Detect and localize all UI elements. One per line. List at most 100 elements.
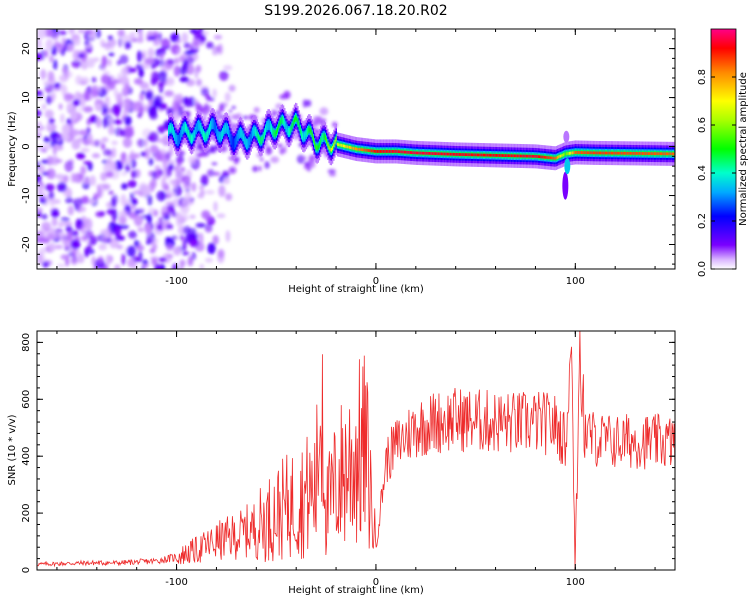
heatmap-noise-cell [176,48,181,55]
heatmap-noise-cell [172,100,179,112]
heatmap-noise-cell [199,185,205,191]
heatmap-noise-cell [77,53,86,59]
heatmap-noise-cell [137,113,142,118]
heatmap-noise-cell [224,92,231,103]
heatmap-ridge-cell [547,156,549,159]
heatmap-ridge-cell [219,135,221,140]
heatmap-ridge-cell [369,149,371,153]
heatmap-noise-cell [182,199,187,204]
heatmap-ridge-cell [401,150,403,154]
heatmap-noise-cell [39,247,46,256]
heatmap-ridge-cell [524,154,526,158]
heatmap-ridge-cell [397,150,400,154]
heatmap-noise-cell [75,249,81,256]
heatmap-ridge-cell [492,153,494,157]
heatmap-ridge-cell [168,128,170,133]
heatmap-ridge-cell [238,131,240,136]
heatmap-ridge-cell [326,139,328,143]
heatmap-noise-cell [173,166,179,171]
heatmap-noise-cell [95,103,102,112]
heatmap-ridge-cell [530,154,532,158]
heatmap-ridge-cell [448,152,450,156]
heatmap-ridge-cell [214,125,217,130]
heatmap-noise-cell [228,84,236,92]
heatmap-noise-cell [111,208,118,221]
heatmap-ridge-cell [499,154,501,157]
heatmap-ridge-cell [177,138,179,143]
heatmap-noise-cell [158,148,167,155]
heatmap-ridge-cell [231,140,233,145]
colorbar-label: Normalized spectral amplitude [738,72,749,226]
heatmap-noise-cell [105,171,114,178]
heatmap-noise-cell [260,157,264,162]
heatmap-noise-cell [150,64,156,69]
heatmap-noise-cell [179,234,185,241]
heatmap-noise-cell [70,257,78,265]
heatmap-noise-cell [53,232,63,239]
heatmap-ridge-cell [591,151,593,155]
heatmap-noise-cell [107,58,112,67]
heatmap-ridge-cell [293,118,295,123]
heatmap-ridge-cell [244,140,246,144]
heatmap-ridge-cell [659,152,662,156]
heatmap-noise-cell [133,78,144,85]
heatmap-ridge-cell [446,152,449,156]
heatmap-noise-cell [195,142,203,151]
heatmap-noise-cell [54,173,65,179]
heatmap-noise-cell [179,55,185,63]
heatmap-noise-cell [176,157,183,167]
heatmap-ridge-cell [498,154,500,157]
heatmap-noise-cell [242,115,249,120]
heatmap-noise-cell [225,230,231,243]
heatmap-noise-cell [157,125,166,134]
heatmap-ridge-cell [412,151,414,155]
heatmap-ridge-cell [178,136,181,141]
heatmap-noise-cell [188,255,193,266]
heatmap-ridge-cell [451,152,453,156]
heatmap-noise-cell [105,96,110,102]
heatmap-ridge-cell [625,151,627,155]
heatmap-ridge-cell [580,151,583,154]
heatmap-noise-cell [217,249,225,259]
heatmap-ridge-cell [434,152,437,156]
heatmap-ridge-cell [571,151,573,155]
heatmap-ridge-cell [482,153,484,157]
y-tick-label: 0 [21,567,32,573]
heatmap-ridge-cell [622,151,624,155]
heatmap-ridge-cell [236,137,238,141]
heatmap-ridge-cell [500,154,502,157]
heatmap-noise-cell [81,195,90,204]
heatmap-ridge-cell [455,152,457,156]
heatmap-noise-cell [212,235,219,245]
heatmap-ridge-cell [566,152,568,156]
heatmap-ridge-cell [259,138,261,142]
heatmap-ridge-cell [553,156,555,160]
heatmap-noise-cell [42,143,52,150]
heatmap-ridge-cell [606,151,608,155]
heatmap-ridge-cell [409,151,412,154]
heatmap-ridge-cell [467,153,469,157]
heatmap-ridge-cell [531,154,534,158]
heatmap-ridge-cell [475,153,477,157]
heatmap-ridge-cell [473,153,475,157]
heatmap-noise-cell [147,47,155,59]
heatmap-noise-cell [37,164,46,174]
heatmap-noise-cell [277,143,283,148]
heatmap-noise-cell [37,40,43,51]
heatmap-noise-cell [83,106,93,113]
heatmap-noise-cell [158,216,164,227]
heatmap-ridge-cell [563,130,570,143]
heatmap-ridge-cell [391,150,394,153]
heatmap-ridge-cell [172,130,175,135]
heatmap-ridge-cell [358,147,360,151]
heatmap-ridge-cell [213,123,215,127]
heatmap-noise-cell [135,64,143,70]
heatmap-noise-cell [146,213,152,224]
heatmap-ridge-cell [644,152,646,155]
heatmap-ridge-cell [554,156,556,160]
heatmap-noise-cell [173,235,179,241]
heatmap-noise-cell [204,103,209,111]
heatmap-noise-cell [225,193,233,201]
heatmap-noise-cell [174,57,180,65]
heatmap-noise-cell [71,138,81,150]
